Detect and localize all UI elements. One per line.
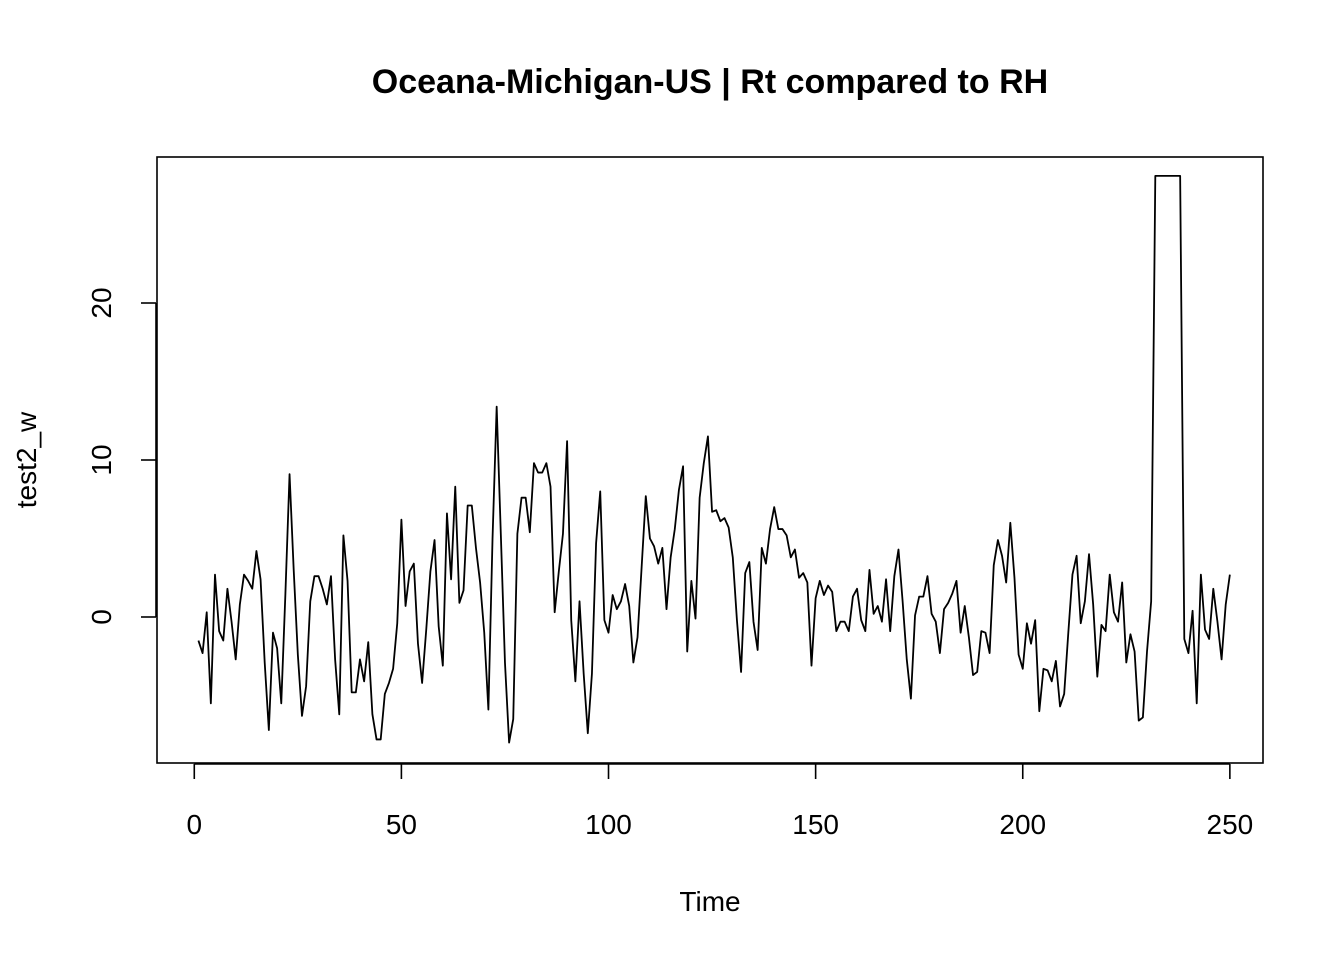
chart-title: Oceana-Michigan-US | Rt compared to RH — [372, 63, 1048, 101]
y-tick-label: 0 — [86, 609, 117, 625]
x-tick-label: 200 — [999, 809, 1046, 840]
y-axis: 0 10 20 — [86, 287, 157, 625]
x-axis: 0 50 100 150 200 250 — [186, 763, 1254, 840]
series-line — [197, 174, 1231, 744]
x-tick-label: 150 — [792, 809, 839, 840]
x-tick-label: 0 — [186, 809, 202, 840]
plot-frame — [156, 156, 1264, 764]
x-tick-label: 250 — [1207, 809, 1254, 840]
x-tick-label: 50 — [386, 809, 417, 840]
y-axis-label: test2_w — [11, 411, 42, 508]
x-tick-label: 100 — [585, 809, 632, 840]
y-tick-label: 10 — [86, 444, 117, 475]
x-axis-label: Time — [679, 886, 740, 917]
y-tick-label: 20 — [86, 287, 117, 318]
